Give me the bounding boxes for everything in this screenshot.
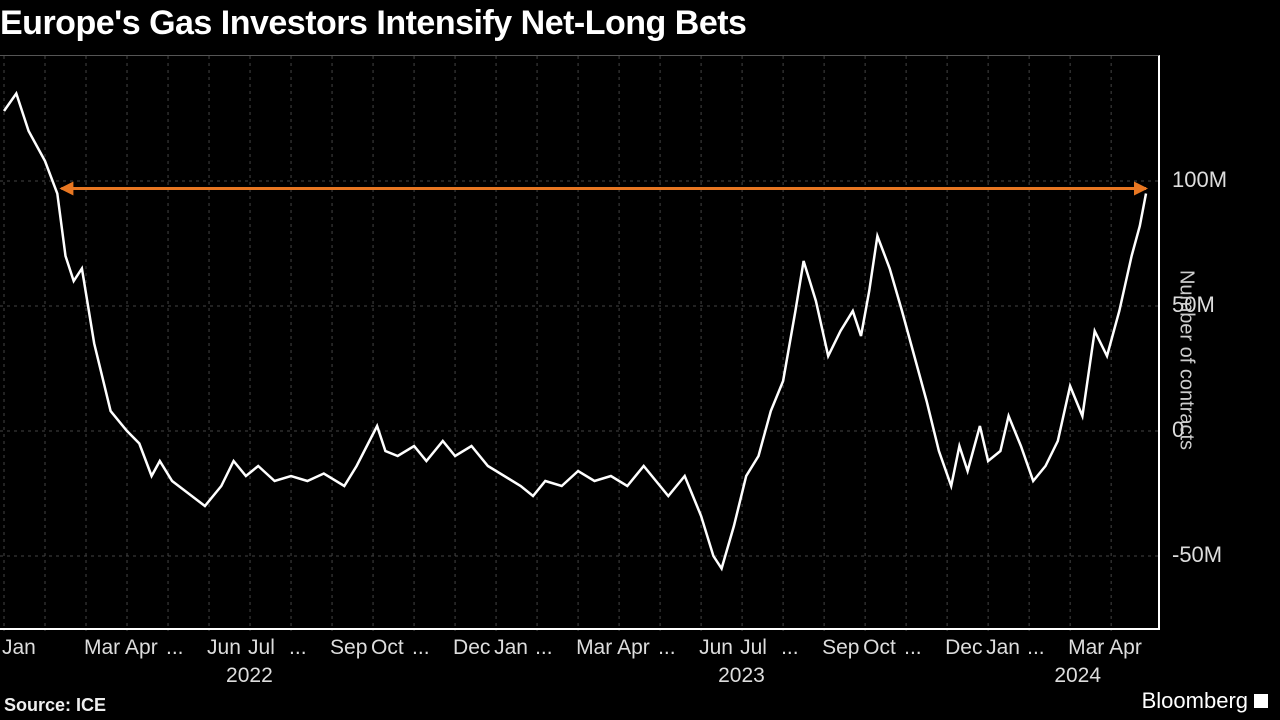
chart-svg (0, 56, 1158, 628)
x-tick-label: ... (289, 636, 307, 660)
y-tick-label: 100M (1172, 167, 1227, 193)
x-tick-label: ... (904, 636, 922, 660)
brand: Bloomberg (1142, 688, 1268, 714)
y-tick-label: -50M (1172, 542, 1222, 568)
series-line (4, 94, 1146, 569)
x-tick-label: Jul (740, 636, 767, 660)
plot-area (0, 55, 1160, 630)
x-tick-label: Dec (945, 636, 982, 660)
y-axis-title: Number of contracts (1174, 270, 1197, 450)
x-tick-label: Apr (1109, 636, 1142, 660)
x-year-label: 2022 (226, 664, 273, 688)
x-tick-label: Oct (371, 636, 404, 660)
x-tick-label: Dec (453, 636, 490, 660)
brand-label: Bloomberg (1142, 688, 1248, 714)
x-tick-label: Jan (2, 636, 36, 660)
x-tick-label: Mar (84, 636, 120, 660)
x-year-label: 2024 (1054, 664, 1101, 688)
x-tick-label: Jan (986, 636, 1020, 660)
source-text: Source: ICE (4, 695, 106, 716)
x-tick-label: Apr (125, 636, 158, 660)
x-tick-label: Mar (1068, 636, 1104, 660)
x-tick-label: Jan (494, 636, 528, 660)
x-year-label: 2023 (718, 664, 765, 688)
x-tick-label: Apr (617, 636, 650, 660)
x-tick-label: Sep (822, 636, 859, 660)
x-tick-label: ... (1027, 636, 1045, 660)
x-tick-label: ... (166, 636, 184, 660)
x-tick-label: ... (535, 636, 553, 660)
x-tick-label: Sep (330, 636, 367, 660)
brand-block-icon (1254, 694, 1268, 708)
x-tick-label: Oct (863, 636, 896, 660)
x-tick-label: Jun (207, 636, 241, 660)
x-tick-label: Jul (248, 636, 275, 660)
x-tick-label: Mar (576, 636, 612, 660)
x-tick-label: Jun (699, 636, 733, 660)
x-tick-label: ... (781, 636, 799, 660)
chart-title: Europe's Gas Investors Intensify Net-Lon… (0, 4, 746, 43)
x-tick-label: ... (658, 636, 676, 660)
x-tick-label: ... (412, 636, 430, 660)
